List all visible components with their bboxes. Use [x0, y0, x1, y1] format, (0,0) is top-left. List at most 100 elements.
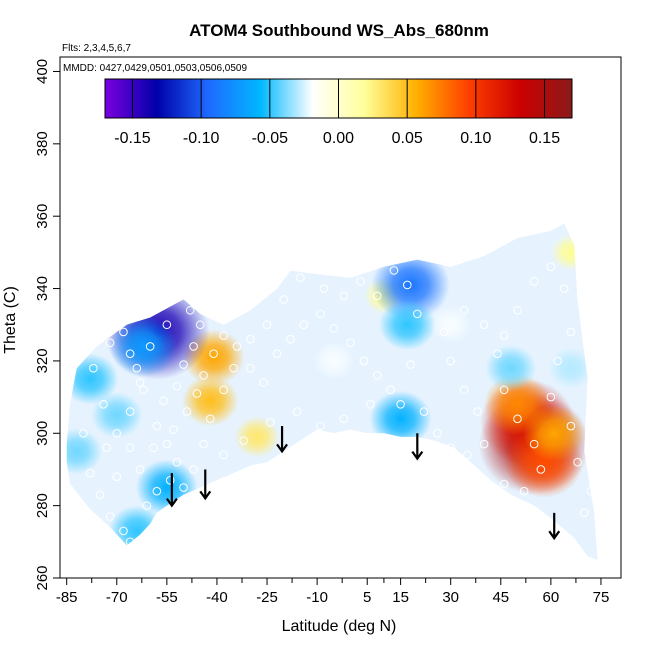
sample-point — [259, 378, 268, 387]
x-axis: -85 -70 -55 -40 -25 -10 5 15 30 45 60 75 — [56, 577, 609, 606]
sample-point — [85, 468, 95, 478]
sample-point — [329, 324, 339, 333]
dates-annotation: MMDD: 0427,0429,0501,0503,0506,0509 — [63, 63, 247, 74]
arrows — [165, 426, 561, 541]
anomaly-blob — [91, 392, 143, 439]
sample-point — [316, 421, 325, 431]
arrow — [276, 426, 288, 454]
sample-point — [132, 363, 142, 373]
sample-point — [529, 277, 539, 286]
sample-point — [579, 508, 589, 518]
x-tick-label: -10 — [306, 589, 328, 606]
anomaly-blob — [548, 347, 594, 389]
sample-point — [573, 457, 582, 467]
sample-point — [246, 334, 255, 344]
anomaly-blob — [234, 416, 280, 458]
x-tick-label: -25 — [256, 589, 278, 606]
sample-point — [152, 421, 162, 431]
sample-point — [559, 284, 569, 293]
sample-point — [546, 392, 556, 402]
sample-point — [536, 465, 546, 474]
sample-point — [346, 338, 355, 348]
sample-point — [439, 327, 449, 337]
sample-point — [546, 262, 556, 272]
colorbar-tick-label: 0.05 — [392, 130, 423, 147]
y-tick-label: 320 — [34, 348, 51, 373]
sample-point — [586, 486, 596, 496]
colorbar-tick-label: -0.15 — [114, 130, 151, 147]
sample-point — [219, 385, 228, 395]
sample-point — [359, 356, 369, 366]
sample-point — [459, 385, 469, 395]
sample-point — [566, 327, 576, 337]
anomaly-blob — [313, 342, 354, 380]
sample-point — [513, 305, 522, 315]
sample-point — [219, 450, 228, 460]
sample-point — [389, 266, 399, 275]
sample-point — [396, 400, 405, 409]
y-axis: 260 280 300 320 340 360 380 400 — [34, 59, 61, 591]
y-tick-label: 340 — [34, 276, 51, 301]
sample-point — [99, 400, 108, 409]
anomaly-blob — [378, 299, 436, 351]
sample-point — [125, 407, 135, 416]
sample-point — [406, 360, 415, 369]
sample-point — [279, 295, 289, 304]
x-tick-label: 30 — [442, 589, 459, 606]
arrow — [165, 473, 178, 508]
sample-point — [185, 305, 195, 315]
anomaly-blob — [550, 234, 592, 271]
sample-point — [319, 284, 329, 293]
sample-point — [493, 349, 502, 358]
sample-point — [125, 443, 135, 453]
y-tick-label: 280 — [34, 493, 51, 518]
sample-point — [402, 280, 412, 290]
sample-point — [499, 385, 509, 395]
y-tick-label: 300 — [34, 421, 51, 446]
sample-point — [413, 309, 422, 319]
sample-point — [266, 418, 275, 427]
sample-point — [219, 331, 228, 340]
sample-point — [135, 378, 145, 387]
sample-point — [145, 342, 155, 351]
sample-point — [105, 512, 115, 521]
sample-point — [446, 443, 455, 453]
sample-point — [165, 476, 175, 485]
x-tick-label: -85 — [56, 589, 78, 606]
anomaly-blob — [523, 405, 586, 462]
sample-point — [386, 385, 395, 395]
sample-point — [246, 363, 255, 373]
sample-point — [169, 425, 178, 434]
sample-point — [189, 342, 198, 351]
sample-point — [182, 407, 192, 416]
x-tick-label: -55 — [156, 589, 178, 606]
sample-point — [205, 414, 215, 424]
sample-point — [125, 349, 135, 358]
sample-point — [199, 439, 208, 449]
sample-point — [529, 439, 539, 449]
chart-title: ATOM4 Southbound WS_Abs_680nm — [189, 21, 489, 40]
sample-point — [372, 291, 382, 301]
colorbar-tick-label: -0.05 — [252, 130, 289, 147]
sample-point — [179, 360, 188, 369]
sample-point — [149, 443, 158, 453]
arrow — [411, 433, 424, 461]
sample-point — [142, 501, 152, 510]
field-base — [66, 223, 598, 560]
sample-point — [286, 334, 295, 344]
x-tick-label: 45 — [492, 589, 509, 606]
sample-point — [195, 320, 205, 330]
anomaly-blob — [485, 344, 537, 392]
sample-point — [79, 428, 88, 438]
arrow — [199, 469, 212, 501]
colorbar-tick-label: 0.10 — [460, 130, 491, 147]
sample-point — [479, 439, 489, 449]
sample-point — [553, 356, 562, 366]
arrow — [548, 512, 561, 541]
colorbar-tick-label: 0.00 — [323, 130, 354, 147]
x-tick-label: -70 — [106, 589, 128, 606]
sample-point — [102, 443, 112, 453]
sample-point — [262, 320, 272, 330]
sample-point — [119, 526, 128, 536]
